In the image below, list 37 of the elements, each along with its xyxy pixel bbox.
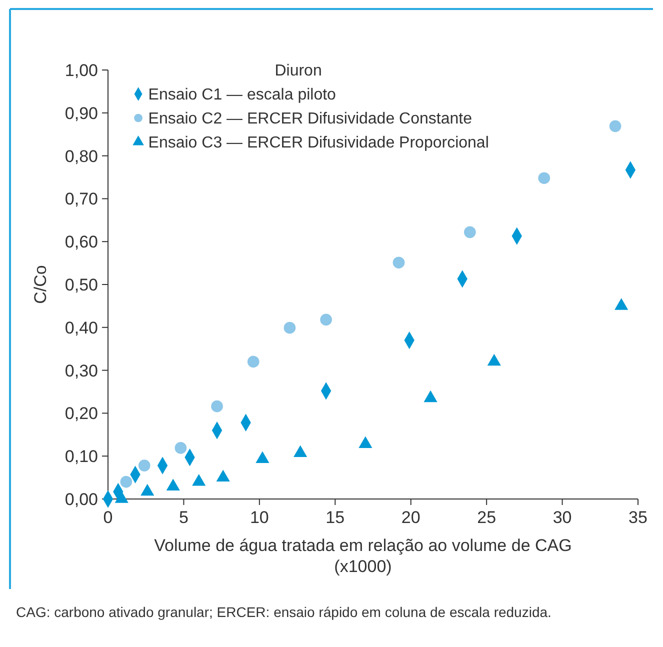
point	[211, 400, 223, 412]
x-tick-label: 30	[552, 508, 572, 527]
point	[120, 476, 132, 488]
x-tick-label: 25	[477, 508, 496, 527]
point	[138, 460, 150, 472]
y-tick-label: 0,10	[64, 447, 98, 466]
x-tick-label: 35	[628, 508, 648, 527]
point	[284, 322, 296, 334]
x-tick-label: 0	[103, 508, 113, 527]
y-tick-label: 0,60	[64, 232, 98, 252]
legend-label: Ensaio C1 — escala piloto	[148, 86, 336, 104]
legend-label: Ensaio C3 — ERCER Difusividade Proporcional	[148, 134, 489, 152]
point	[538, 172, 550, 184]
x-tick-label: 15	[326, 508, 345, 527]
point	[174, 442, 187, 454]
x-tick-label: 10	[250, 508, 269, 527]
y-axis-title: C/Co	[31, 265, 50, 304]
point	[609, 120, 622, 132]
y-tick-label: 0,00	[64, 490, 98, 509]
y-tick-label: 0,70	[64, 190, 98, 209]
y-tick-label: 0,20	[64, 404, 98, 424]
y-tick-label: 1,00	[64, 60, 98, 80]
x-axis-title: Volume de água tratada em relação ao volume de CAG (x1000)	[153, 535, 573, 577]
y-tick-label: 0,80	[64, 146, 98, 166]
point	[464, 226, 476, 238]
y-tick-label: 0,90	[64, 104, 98, 123]
point	[247, 356, 260, 368]
legend-label: Ensaio C2 — ERCER Difusividade Constante	[148, 110, 472, 128]
x-tick-label: 20	[401, 508, 420, 527]
legend-title: Diuron	[274, 62, 322, 80]
point	[320, 314, 332, 326]
y-tick-label: 0,30	[64, 361, 98, 380]
x-tick-label: 5	[178, 508, 188, 527]
text: CAG: carbono ativado granular; ERCER: ensaio rápido em coluna de escala reduzida.	[16, 604, 552, 620]
y-tick-label: 0,50	[64, 275, 98, 294]
point	[392, 256, 405, 269]
y-tick-label: 0,40	[64, 318, 98, 338]
